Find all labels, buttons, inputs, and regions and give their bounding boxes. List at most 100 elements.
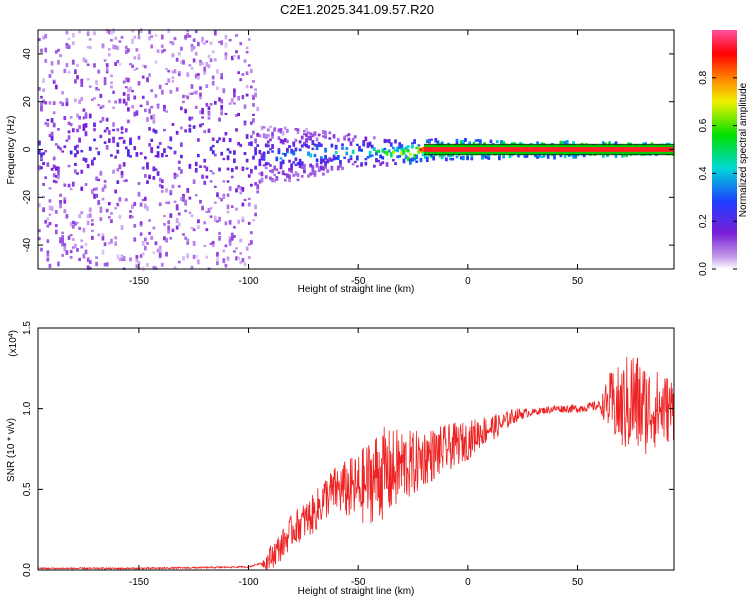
spectrogram-cell (71, 59, 75, 65)
spectrogram-cell (177, 212, 181, 216)
spectrogram-cell (398, 154, 402, 158)
colorbar: 0.0 0.2 0.4 0.6 0.8 Normalized spectral ampl… (698, 30, 749, 276)
spectrogram-cell (279, 157, 283, 160)
chart-title: C2E1.2025.341.09.57.R20 (280, 2, 434, 17)
spectrogram-cell (48, 205, 52, 211)
spectrogram-cell (165, 201, 168, 204)
spectrogram-cell (205, 255, 209, 259)
spectrogram-cell (241, 202, 245, 207)
spectrogram-cell (146, 180, 149, 184)
spectrogram-cell (226, 167, 230, 171)
spectrogram-cell (288, 159, 291, 163)
spectrogram-cell (347, 137, 351, 142)
spectrogram-cell (180, 60, 183, 65)
spectrogram-cell (250, 135, 253, 139)
spectrogram-cell (459, 156, 463, 160)
spectrogram-cell (99, 120, 103, 123)
spectrogram-cell (76, 221, 79, 225)
spectrogram-cell (88, 146, 92, 151)
spectrogram-cell (305, 138, 308, 143)
spectrogram-cell (150, 105, 154, 109)
spectrogram-cell (209, 180, 213, 183)
spectrogram-cell (163, 222, 166, 226)
spectrogram-cell (233, 93, 236, 98)
spectrogram-cell (233, 54, 236, 58)
spectrogram-cell (307, 151, 310, 156)
spectrogram-cell (400, 148, 404, 152)
spectrogram-cell (614, 141, 618, 146)
spectrogram-cell (245, 134, 249, 139)
spectrogram-cell (144, 156, 147, 160)
spectrogram-cell (112, 90, 115, 94)
spectrogram-cell (315, 137, 319, 142)
spectrogram-cell (250, 68, 253, 74)
spectrogram-cell (235, 166, 238, 170)
spectrogram-cell (256, 132, 260, 137)
spectrogram-cell (224, 52, 228, 57)
spectrogram-x-tick-label: -100 (239, 276, 259, 287)
spectrogram-y-tick-label: -20 (22, 190, 33, 205)
spectrogram-cell (224, 132, 228, 136)
spectrogram-cell (192, 91, 196, 94)
spectrogram-cell (413, 157, 416, 161)
spectrogram-cell (188, 128, 192, 133)
spectrogram-cell (173, 69, 177, 74)
spectrogram-cell (165, 110, 168, 113)
spectrogram-cell (309, 163, 313, 168)
spectrogram-cell (218, 117, 221, 122)
spectrogram-x-axis-title: Height of straight line (km) (298, 284, 415, 295)
spectrogram-cell (158, 245, 162, 250)
spectrogram-cell (67, 70, 71, 74)
spectrogram-cell (44, 150, 48, 153)
spectrogram-cell (523, 153, 527, 158)
spectrogram-cell (201, 205, 204, 211)
spectrogram-cell (356, 165, 359, 168)
spectrogram-cell (298, 158, 302, 163)
spectrogram-cell (256, 106, 260, 112)
spectrogram-cell (146, 242, 149, 245)
spectrogram-cell (59, 193, 62, 197)
spectrogram-cell (498, 156, 501, 161)
spectrogram-cell (324, 160, 327, 166)
spectrogram-cell (42, 195, 45, 199)
spectrogram-y-tick-label: 20 (22, 96, 33, 108)
colorbar-tick-label: 0.2 (698, 214, 709, 228)
spectrogram-cell (404, 154, 408, 159)
spectrogram-cell (184, 236, 187, 240)
spectrogram-cell (148, 231, 151, 235)
spectrogram-cell (226, 180, 230, 183)
spectrogram-cell (95, 256, 98, 259)
spectrogram-cell (455, 140, 459, 145)
spectrogram-cell (107, 48, 111, 51)
spectrogram-cell (135, 48, 139, 52)
spectrogram-cell (294, 138, 298, 143)
spectrogram-cell (341, 143, 344, 147)
spectrogram-cell (368, 150, 372, 155)
spectrogram-cell (112, 169, 115, 174)
spectrogram-cell (40, 152, 43, 158)
spectrogram-cell (328, 131, 332, 135)
spectrogram-cell (124, 146, 128, 150)
spectrogram-cell (481, 154, 484, 159)
spectrogram-cell (201, 116, 204, 119)
spectrogram-cell (247, 197, 251, 201)
spectrogram-cell (59, 203, 62, 209)
spectrogram-cell (116, 202, 120, 207)
spectrogram-cell (307, 175, 310, 178)
spectrogram-cell (57, 127, 60, 131)
spectrogram-cell (99, 206, 103, 212)
spectrogram-cell (290, 167, 293, 172)
spectrogram-cell (122, 162, 126, 167)
spectrogram-cell (163, 109, 166, 112)
spectrogram-cell (141, 95, 145, 99)
spectrogram-cell (341, 166, 344, 171)
spectrogram-cell (40, 156, 43, 160)
spectrogram-cell (57, 172, 60, 177)
spectrogram-cell (182, 193, 185, 197)
spectrogram-cell (459, 139, 463, 143)
spectrogram-cell (186, 29, 190, 33)
spectrogram-cell (375, 158, 378, 163)
spectrogram-cell (235, 247, 238, 250)
spectrogram-cell (146, 262, 149, 267)
spectrogram-cell (413, 153, 416, 159)
